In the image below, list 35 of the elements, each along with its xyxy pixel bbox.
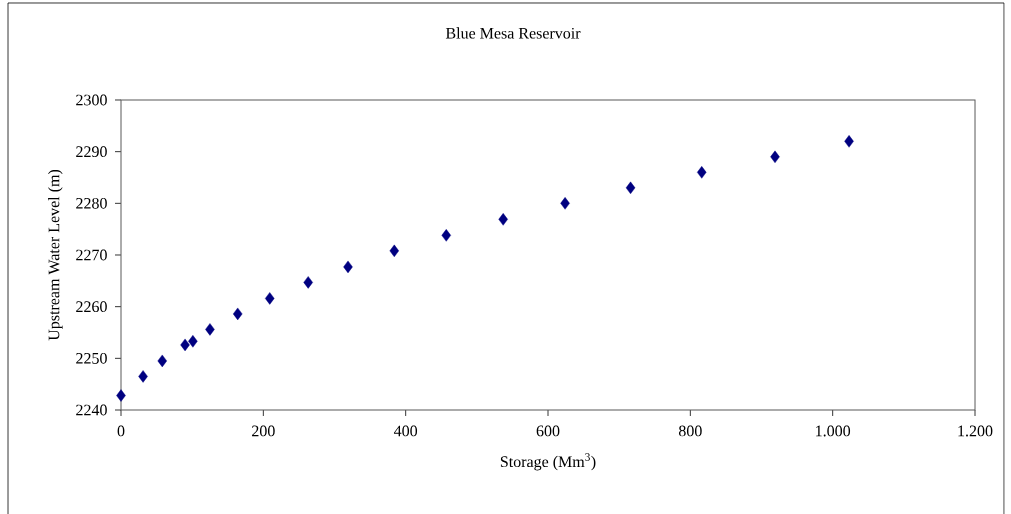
point (343, 260, 353, 274)
x-tick-label: 1.200 (958, 425, 993, 437)
y-tick-label: 2240 (76, 404, 107, 416)
point (116, 389, 126, 402)
point (844, 135, 854, 148)
y-tick-label: 2250 (76, 352, 107, 364)
x-tick-label: 600 (536, 425, 560, 437)
point (138, 370, 148, 383)
point (389, 244, 399, 258)
y-axis-title: Upstream Water Level (m) (48, 169, 63, 341)
y-tick-label: 2280 (76, 197, 107, 209)
point (625, 181, 636, 195)
x-tick-label: 0 (117, 425, 125, 437)
y-tick-label: 2260 (76, 301, 107, 313)
x-tick-label: 800 (678, 425, 702, 437)
point (498, 213, 508, 226)
y-tick-label: 2270 (76, 249, 107, 261)
x-tick-label: 1.000 (816, 425, 851, 437)
point (180, 338, 190, 352)
point (205, 323, 215, 336)
point (303, 276, 313, 289)
point (441, 229, 451, 242)
x-tick-label: 200 (252, 425, 275, 437)
point (697, 166, 707, 179)
point (157, 354, 167, 368)
chart-title: Blue Mesa Reservoir (445, 27, 581, 39)
y-tick-label: 2290 (76, 146, 107, 158)
point (770, 150, 780, 164)
x-tick-label: 400 (393, 425, 418, 437)
y-tick-label: 2300 (76, 94, 107, 106)
point (188, 335, 198, 348)
point (233, 307, 243, 321)
point (265, 292, 275, 305)
x-axis-title: Storage (Mm$^{3}$) (500, 453, 596, 471)
point (560, 197, 570, 210)
